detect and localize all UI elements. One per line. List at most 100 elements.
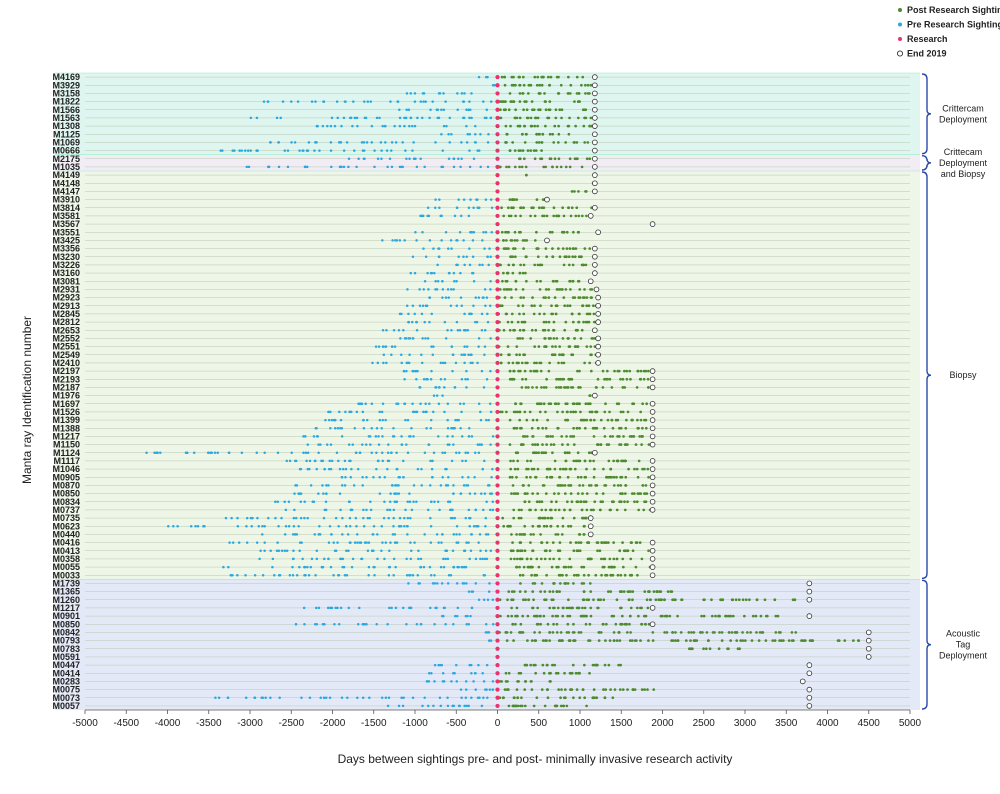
post-sighting-point: [608, 557, 612, 561]
y-tick-label: M0055: [52, 562, 80, 572]
pre-sighting-point: [471, 239, 475, 242]
post-sighting-point: [513, 149, 517, 152]
research-point: [495, 262, 500, 268]
post-sighting-point: [504, 671, 508, 675]
post-sighting-point: [623, 369, 626, 373]
post-sighting-point: [551, 345, 554, 348]
y-tick-label: M1117: [53, 456, 80, 466]
pre-sighting-point: [255, 541, 259, 544]
post-sighting-point: [538, 288, 542, 291]
post-sighting-point: [594, 484, 598, 487]
pre-sighting-point: [416, 574, 420, 577]
post-sighting-point: [563, 492, 567, 495]
pre-sighting-point: [297, 525, 300, 528]
post-sighting-point: [643, 614, 646, 618]
pre-sighting-point: [309, 565, 313, 569]
post-sighting-point: [508, 443, 512, 446]
end-2019-marker: [865, 654, 872, 660]
pre-sighting-point: [274, 500, 277, 503]
pre-sighting-point: [372, 525, 376, 528]
pre-sighting-point: [293, 492, 296, 495]
pre-sighting-point: [452, 492, 455, 495]
pre-sighting-point: [381, 124, 384, 128]
post-sighting-point: [504, 230, 507, 234]
pre-sighting-point: [388, 508, 392, 512]
pre-sighting-point: [482, 386, 486, 389]
pre-sighting-point: [489, 410, 493, 414]
post-sighting-point: [508, 418, 512, 422]
post-sighting-point: [587, 573, 590, 577]
pre-sighting-point: [491, 688, 495, 691]
post-sighting-point: [522, 206, 525, 210]
y-tick-label: M0870: [52, 480, 80, 490]
pre-sighting-point: [423, 280, 427, 283]
pre-sighting-point: [452, 672, 455, 675]
pre-sighting-point: [420, 353, 423, 356]
pre-sighting-point: [209, 451, 212, 454]
pre-sighting-point: [446, 696, 449, 699]
post-sighting-point: [568, 247, 572, 250]
pre-sighting-point: [484, 688, 487, 691]
post-sighting-point: [519, 214, 522, 218]
pre-sighting-point: [443, 386, 446, 389]
post-sighting-point: [545, 255, 549, 259]
post-sighting-point: [748, 598, 751, 602]
pre-sighting-point: [347, 165, 350, 169]
post-sighting-point: [618, 590, 622, 593]
pre-sighting-point: [349, 541, 352, 544]
post-sighting-point: [577, 255, 581, 259]
end-2019-marker: [649, 498, 656, 505]
post-sighting-point: [577, 606, 581, 610]
research-point: [495, 238, 500, 243]
post-sighting-point: [593, 320, 596, 324]
y-tick-label: M2923: [52, 293, 80, 303]
post-sighting-point: [561, 410, 564, 414]
post-sighting-point: [552, 279, 555, 283]
pre-sighting-point: [433, 623, 436, 626]
post-sighting-point: [618, 549, 622, 553]
post-sighting-point: [516, 704, 520, 708]
pre-sighting-point: [429, 418, 433, 422]
pre-sighting-point: [340, 696, 344, 699]
pre-sighting-point: [314, 459, 317, 463]
post-sighting-point: [668, 614, 672, 618]
pre-sighting-point: [406, 418, 410, 422]
pre-sighting-point: [471, 590, 475, 593]
post-sighting-point: [521, 75, 525, 79]
pre-sighting-point: [327, 410, 330, 414]
pre-sighting-point: [240, 451, 244, 454]
pre-sighting-point: [430, 467, 434, 471]
post-sighting-point: [509, 214, 513, 218]
post-sighting-point: [637, 459, 641, 463]
pre-sighting-point: [349, 116, 353, 120]
pre-sighting-point: [473, 476, 476, 479]
post-sighting-point: [547, 337, 551, 340]
post-sighting-point: [609, 565, 613, 569]
pre-sighting-point: [491, 598, 495, 601]
post-sighting-point: [510, 312, 514, 316]
post-sighting-point: [583, 116, 586, 120]
post-sighting-point: [572, 582, 575, 585]
x-tick-label: -4500: [113, 718, 139, 729]
post-sighting-point: [557, 492, 560, 495]
pre-sighting-point: [401, 704, 405, 708]
post-sighting-point: [569, 565, 573, 569]
pre-sighting-point: [429, 108, 432, 111]
post-sighting-point: [559, 165, 563, 169]
post-sighting-point: [531, 606, 535, 610]
post-sighting-point: [542, 402, 546, 406]
research-point: [495, 74, 500, 80]
series-end-2019: [544, 74, 872, 709]
research-point: [495, 475, 500, 480]
post-sighting-point: [532, 598, 535, 602]
pre-sighting-point: [437, 255, 441, 258]
post-sighting-point: [604, 573, 607, 577]
pre-sighting-point: [365, 418, 369, 422]
pre-sighting-point: [467, 476, 470, 479]
pre-sighting-point: [464, 459, 468, 463]
pre-sighting-point: [441, 149, 445, 152]
post-sighting-point: [578, 696, 582, 700]
post-sighting-point: [536, 75, 540, 79]
post-sighting-point: [619, 484, 623, 487]
